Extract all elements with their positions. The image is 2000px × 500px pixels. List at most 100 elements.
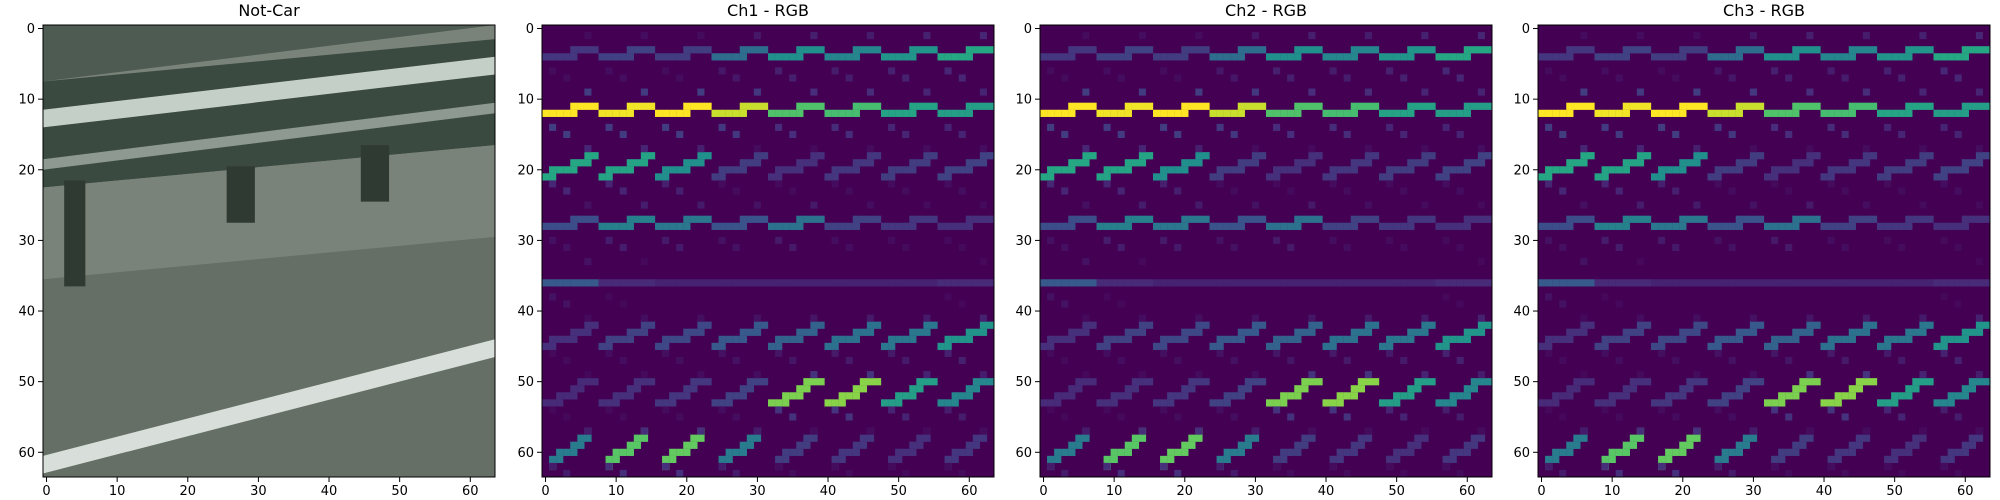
hog-cell-noise	[584, 88, 592, 96]
hog-cell-pixel	[1735, 102, 1743, 110]
hog-cell-noise	[1195, 427, 1203, 435]
hog-cell-pixel	[1545, 173, 1553, 181]
hog-cell-pixel	[1456, 166, 1464, 174]
hog-cell-pixel	[1371, 215, 1380, 223]
hog-cell-noise	[1954, 187, 1962, 195]
hog-cell-noise	[958, 469, 966, 477]
hog-cell-noise	[563, 469, 571, 477]
hog-cell-pixel	[1855, 434, 1864, 442]
hog-cell-pixel	[1266, 222, 1274, 230]
hog-cell-pixel	[803, 328, 811, 336]
hog-cell-pixel	[1470, 434, 1479, 442]
hog-cell-noise	[1728, 243, 1736, 251]
hog-cell-pixel	[1195, 159, 1203, 167]
hog-cell-pixel	[831, 53, 839, 61]
hog-cell-pixel	[1672, 53, 1680, 61]
hog-cell-pixel	[1110, 53, 1118, 61]
hog-cell-noise	[1559, 130, 1567, 138]
hog-cell-pixel	[1124, 109, 1132, 117]
hog-cell-pixel	[669, 53, 677, 61]
hog-cell-pixel	[1884, 173, 1892, 181]
hog-cell-noise	[1672, 469, 1680, 477]
hog-cell-pixel	[1545, 109, 1553, 117]
hog-cell-pixel	[697, 378, 705, 386]
hog-cell-noise	[1749, 371, 1757, 379]
hog-cell-noise	[810, 371, 818, 379]
hog-cell-pixel	[1679, 222, 1687, 230]
hog-cell-pixel	[1848, 385, 1856, 393]
hog-cell-pixel	[1188, 434, 1196, 442]
hog-cell-noise	[1386, 462, 1394, 470]
hog-cell-noise	[1400, 130, 1408, 138]
hog-cell-pixel	[1686, 441, 1694, 449]
hog-cell-pixel	[584, 215, 592, 223]
hog-cell-noise	[1785, 187, 1793, 195]
hog-cell-pixel	[619, 222, 627, 230]
hog-cell-pixel	[1287, 166, 1295, 174]
hog-cell-pixel	[1463, 335, 1471, 343]
hog-cell-pixel	[1608, 455, 1616, 464]
hog-cell-noise	[1421, 371, 1429, 379]
hog-cell-pixel	[1068, 279, 1076, 287]
hog-cell-pixel	[1294, 335, 1302, 343]
hog-cell-pixel	[1580, 102, 1588, 110]
hog-cell-pixel	[549, 342, 557, 351]
hog-cell-pixel	[1138, 378, 1147, 386]
hog-cell-pixel	[1407, 279, 1415, 287]
hog-cell-pixel	[909, 441, 917, 449]
hog-cell-pixel	[1912, 159, 1920, 167]
hog-cell-pixel	[1167, 455, 1175, 464]
hog-cell-pixel	[1315, 46, 1323, 54]
hog-cell-noise	[1216, 349, 1224, 357]
hog-cell-pixel	[1636, 46, 1645, 54]
hog-cell-pixel	[1771, 399, 1779, 407]
hog-cell-pixel	[662, 166, 670, 174]
hog-cell-pixel	[1905, 109, 1913, 117]
hog-cell-pixel	[1244, 378, 1253, 386]
hog-cell-noise	[563, 74, 571, 82]
hog-cell-pixel	[1082, 378, 1090, 386]
hog-cell-pixel	[633, 434, 642, 442]
hog-cell-pixel	[1982, 378, 1991, 386]
hog-cell-pixel	[1735, 385, 1743, 393]
hog-cell-pixel	[1400, 222, 1408, 230]
hog-cell-pixel	[584, 102, 592, 110]
hog-cell-noise	[810, 145, 818, 153]
hog-cell-pixel	[1421, 434, 1429, 442]
hog-cell-noise	[944, 462, 952, 470]
hog-cell-pixel	[683, 222, 691, 230]
hog-cell-noise	[662, 406, 670, 414]
hog-cell-pixel	[1117, 279, 1125, 287]
hog-cell-pixel	[591, 102, 599, 110]
hog-cell-pixel	[866, 159, 875, 167]
hog-cell-pixel	[916, 159, 924, 167]
hog-cell-pixel	[916, 328, 924, 336]
hog-cell-pixel	[1040, 173, 1048, 181]
hog-cell-pixel	[1047, 173, 1055, 181]
hog-cell-pixel	[937, 222, 945, 230]
hog-cell-noise	[1940, 462, 1948, 470]
hog-cell-pixel	[1912, 279, 1920, 287]
hog-cell-pixel	[1421, 328, 1429, 336]
hog-cell-noise	[1714, 236, 1722, 244]
hog-cell-noise	[845, 413, 853, 421]
hog-cell-pixel	[1834, 335, 1842, 343]
hog-cell-pixel	[1216, 53, 1224, 61]
hog-cell-noise	[1940, 236, 1948, 244]
hog-cell-pixel	[1643, 378, 1652, 386]
hog-cell-pixel	[1806, 434, 1814, 442]
hog-cell-pixel	[1573, 102, 1581, 110]
hog-cell-noise	[1975, 88, 1983, 96]
hog-cell-pixel	[1131, 441, 1140, 449]
hog-cell-noise	[718, 67, 726, 75]
hog-cell-pixel	[1912, 378, 1920, 386]
hog-cell-noise	[732, 187, 740, 195]
hog-cell-pixel	[570, 279, 578, 287]
hog-cell-pixel	[1357, 378, 1366, 386]
hog-cell-pixel	[1679, 102, 1687, 110]
hog-cell-pixel	[1940, 455, 1948, 464]
hog-cell-pixel	[1538, 173, 1546, 181]
hog-cell-noise	[888, 349, 896, 357]
hog-cell-pixel	[1195, 152, 1203, 160]
hog-cell-pixel	[1799, 441, 1807, 449]
